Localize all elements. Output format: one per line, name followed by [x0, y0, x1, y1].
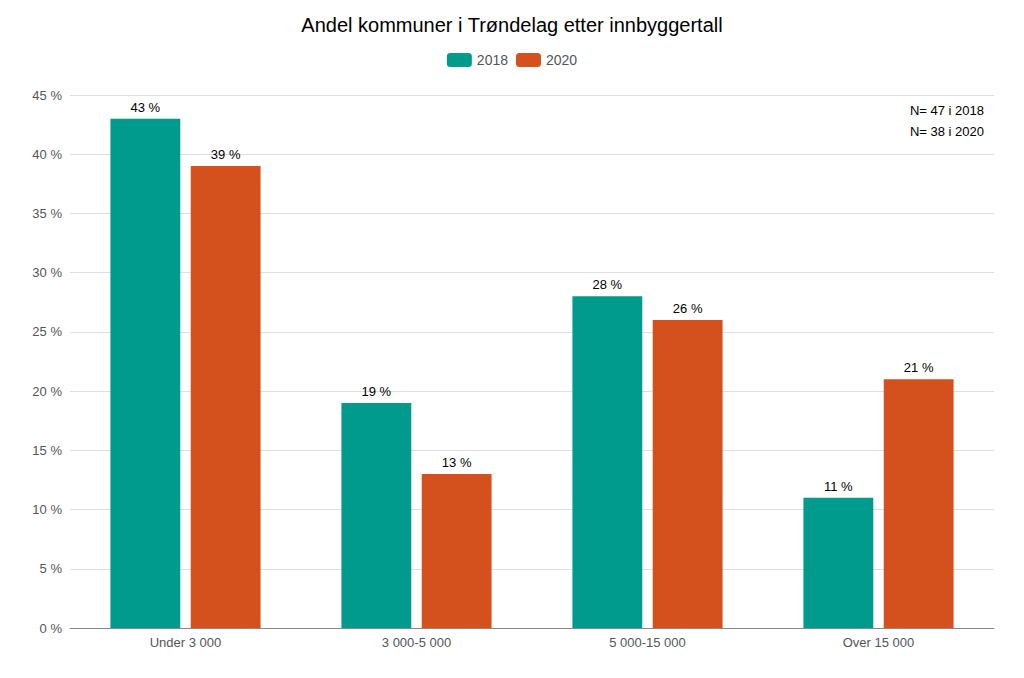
svg-text:3 000-5 000: 3 000-5 000 — [382, 635, 451, 650]
svg-text:2018: 2018 — [477, 52, 508, 68]
svg-text:35 %: 35 % — [32, 206, 62, 221]
svg-text:11 %: 11 % — [824, 479, 853, 494]
svg-text:20 %: 20 % — [32, 384, 62, 399]
svg-text:45 %: 45 % — [32, 88, 62, 103]
svg-text:5 %: 5 % — [40, 561, 63, 576]
svg-text:Andel kommuner i Trøndelag ett: Andel kommuner i Trøndelag etter innbygg… — [301, 14, 722, 36]
svg-text:5 000-15 000: 5 000-15 000 — [609, 635, 686, 650]
svg-text:21 %: 21 % — [904, 360, 934, 375]
svg-text:N= 38 i 2020: N= 38 i 2020 — [910, 124, 984, 139]
svg-text:40 %: 40 % — [32, 147, 62, 162]
svg-text:25 %: 25 % — [32, 324, 62, 339]
svg-text:Under 3 000: Under 3 000 — [150, 635, 222, 650]
svg-text:Over 15 000: Over 15 000 — [843, 635, 915, 650]
svg-text:15 %: 15 % — [32, 443, 62, 458]
svg-text:19 %: 19 % — [362, 384, 392, 399]
svg-text:43 %: 43 % — [131, 100, 161, 115]
svg-text:10 %: 10 % — [32, 502, 62, 517]
svg-text:2020: 2020 — [546, 52, 577, 68]
svg-text:30 %: 30 % — [32, 265, 62, 280]
svg-text:0 %: 0 % — [40, 621, 63, 636]
svg-text:26 %: 26 % — [673, 301, 703, 316]
svg-text:13 %: 13 % — [442, 455, 472, 470]
svg-text:39 %: 39 % — [211, 147, 241, 162]
svg-text:28 %: 28 % — [593, 277, 623, 292]
svg-text:N= 47 i 2018: N= 47 i 2018 — [910, 103, 984, 118]
